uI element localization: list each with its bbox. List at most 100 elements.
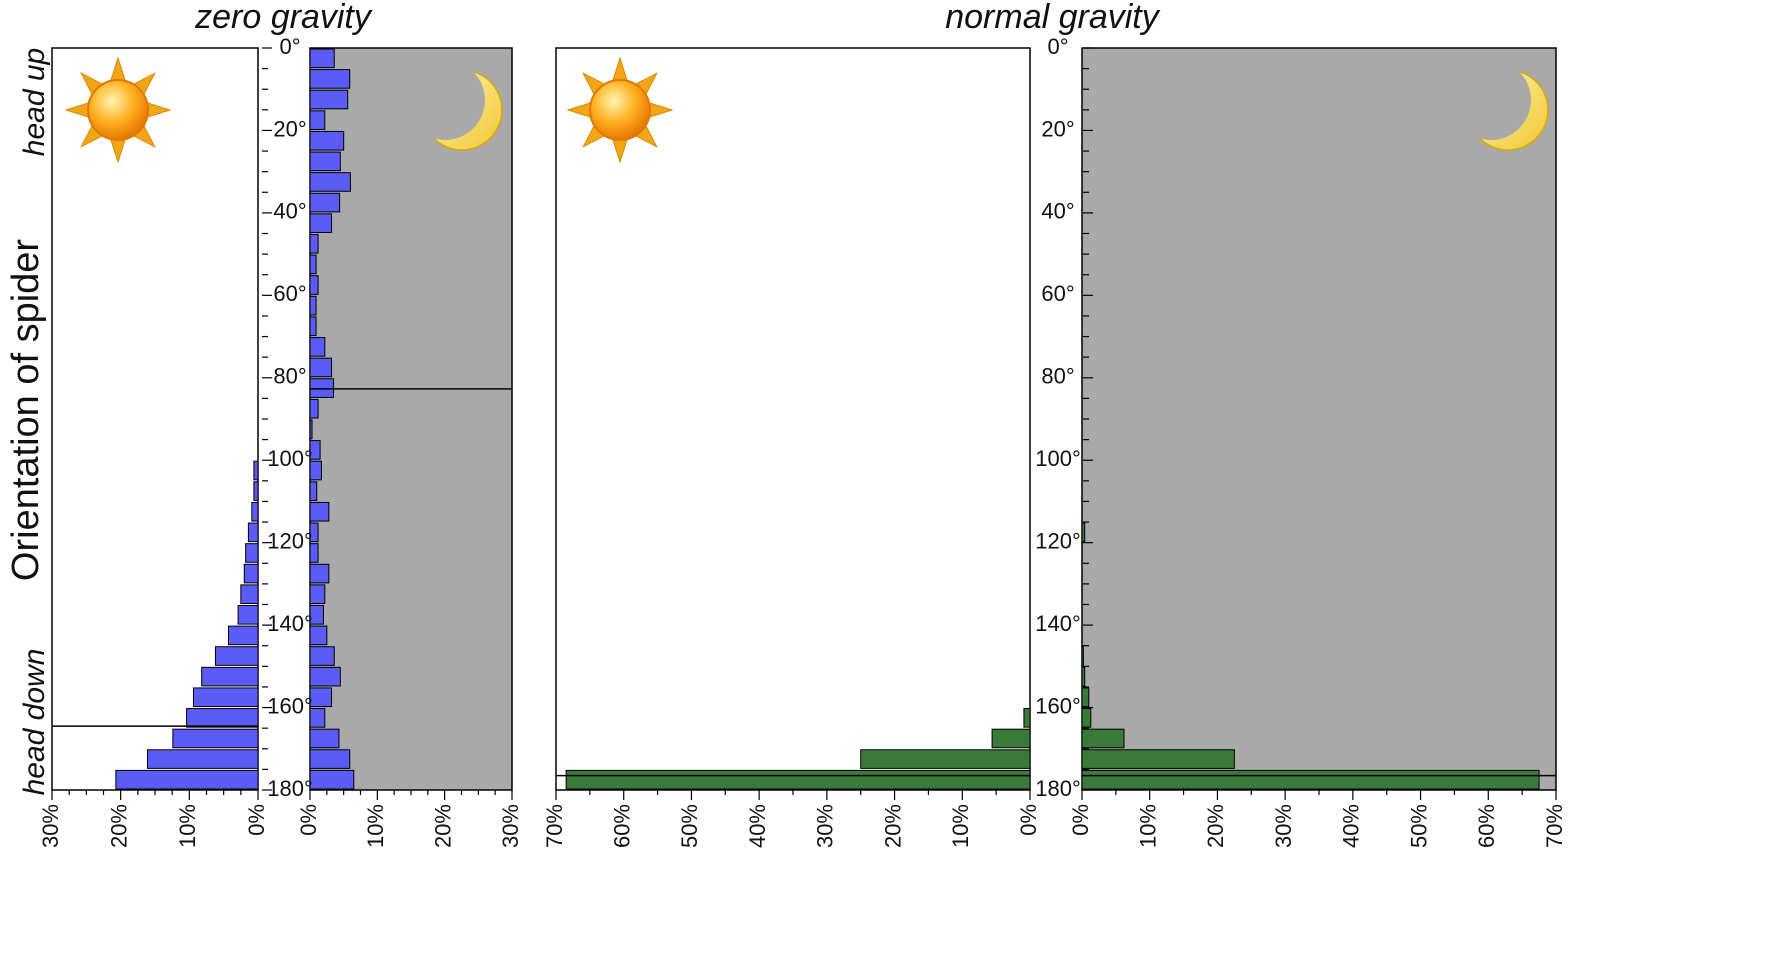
x-tick-label: 20% bbox=[430, 804, 455, 848]
y-tick-label: 0° bbox=[1047, 34, 1068, 59]
panel-background bbox=[309, 47, 513, 791]
histogram-bar bbox=[309, 440, 321, 460]
y-tick-label: 160° bbox=[267, 693, 313, 718]
x-tick-label: 30% bbox=[813, 804, 838, 848]
histogram-bar bbox=[309, 254, 317, 275]
x-tick-label: 30% bbox=[38, 804, 63, 848]
x-tick-label: 20% bbox=[1203, 804, 1228, 848]
histogram-bar bbox=[309, 625, 328, 646]
histogram-bar bbox=[214, 646, 259, 666]
histogram-bar bbox=[309, 522, 319, 543]
x-tick-label: 10% bbox=[1136, 804, 1161, 848]
histogram-bar bbox=[309, 646, 335, 666]
histogram-bar bbox=[227, 625, 259, 646]
y-tick-label: 180° bbox=[267, 776, 313, 801]
y-tick-label: 120° bbox=[267, 528, 313, 553]
panel-normal-gravity-night: 0% 10% 20% 30% 40% 50% 60% 70% bbox=[1068, 47, 1567, 848]
histogram-bar bbox=[565, 769, 1031, 790]
angle-axis-zero-gravity: 0° 20° 40° 60° 80° 100° 120° 140° 160° 180° bbox=[262, 34, 313, 801]
histogram-bar bbox=[309, 234, 319, 254]
histogram-bar bbox=[115, 769, 259, 790]
histogram-bar bbox=[309, 48, 335, 69]
sun-icon bbox=[566, 56, 674, 164]
y-tick-label: 100° bbox=[267, 446, 313, 471]
histogram-bar bbox=[172, 728, 259, 749]
histogram-bar bbox=[309, 89, 349, 110]
x-tick-label: 20% bbox=[880, 804, 905, 848]
histogram-bar bbox=[309, 337, 326, 357]
histogram-bar bbox=[240, 584, 259, 605]
histogram-bar bbox=[1081, 708, 1092, 728]
histogram-bar bbox=[309, 666, 341, 687]
x-tick-label: 10% bbox=[175, 804, 200, 848]
histogram-bar bbox=[309, 584, 326, 605]
histogram-bar bbox=[309, 213, 333, 233]
y-tick-label: 160° bbox=[1035, 693, 1081, 718]
histogram-bar bbox=[309, 69, 351, 89]
histogram-bar bbox=[309, 398, 319, 419]
y-tick-label: 140° bbox=[267, 611, 313, 636]
histogram-bar bbox=[309, 275, 319, 295]
panel-background bbox=[51, 47, 259, 791]
x-tick-label: 60% bbox=[610, 804, 635, 848]
moon-icon bbox=[421, 69, 503, 151]
y-tick-label: 0° bbox=[279, 34, 300, 59]
panel-zero-gravity-night: 0% 10% 20% 30% bbox=[296, 47, 523, 848]
histogram-bar bbox=[1081, 749, 1235, 769]
y-tick-label: 80° bbox=[1041, 364, 1074, 389]
y-tick-label: 60° bbox=[1041, 281, 1074, 306]
histogram-bar bbox=[247, 522, 259, 543]
histogram-bar bbox=[309, 110, 326, 130]
histogram-bar bbox=[309, 419, 313, 440]
histogram-bar bbox=[309, 460, 322, 481]
y-tick-label: 180° bbox=[1035, 776, 1081, 801]
histogram-bar bbox=[309, 563, 330, 584]
x-tick-label: 0% bbox=[296, 804, 321, 836]
histogram-bar bbox=[309, 501, 330, 522]
histogram-bar bbox=[192, 687, 259, 708]
histogram-bar bbox=[309, 605, 324, 625]
histogram-bar bbox=[991, 728, 1031, 749]
panel-zero-gravity-day: 30% 20% 10% 0% bbox=[38, 47, 269, 848]
histogram-bar bbox=[1081, 728, 1125, 749]
side-label-head-up: head up bbox=[18, 48, 51, 156]
histogram-bar bbox=[309, 357, 333, 378]
y-tick-label: 80° bbox=[273, 364, 306, 389]
x-tick-label: 50% bbox=[677, 804, 702, 848]
panel-background bbox=[555, 47, 1031, 791]
histogram-bar bbox=[309, 769, 355, 790]
x-tick-label: 20% bbox=[106, 804, 131, 848]
histogram-bar bbox=[309, 172, 351, 192]
x-tick-label: 30% bbox=[1271, 804, 1296, 848]
histogram-bar bbox=[309, 295, 317, 316]
y-axis-label: Orientation of spider bbox=[5, 239, 47, 582]
sun-icon bbox=[64, 56, 172, 164]
histogram-bar bbox=[309, 749, 351, 769]
x-tick-label: 70% bbox=[542, 804, 567, 848]
histogram-bar bbox=[186, 708, 259, 728]
histogram-bar bbox=[237, 605, 259, 625]
x-tick-label: 40% bbox=[745, 804, 770, 848]
x-tick-label: 40% bbox=[1339, 804, 1364, 848]
histogram-bar bbox=[309, 192, 341, 213]
histogram-bar bbox=[309, 378, 335, 398]
histogram-bar bbox=[309, 481, 318, 501]
x-tick-label: 30% bbox=[498, 804, 523, 848]
group-title-zero-gravity: zero gravity bbox=[194, 0, 373, 36]
y-tick-label: 40° bbox=[1041, 199, 1074, 224]
histogram-bar bbox=[860, 749, 1031, 769]
x-tick-label: 0% bbox=[1016, 804, 1041, 836]
histogram-bar bbox=[309, 543, 319, 563]
histogram-bar bbox=[309, 687, 333, 708]
panel-background bbox=[1081, 47, 1557, 791]
histogram-bar bbox=[1081, 687, 1090, 708]
y-tick-label: 20° bbox=[273, 116, 306, 141]
histogram-bar bbox=[243, 563, 259, 584]
histogram-bar bbox=[146, 749, 259, 769]
x-tick-label: 10% bbox=[948, 804, 973, 848]
x-tick-label: 0% bbox=[244, 804, 269, 836]
y-tick-label: 60° bbox=[273, 281, 306, 306]
x-tick-label: 50% bbox=[1406, 804, 1431, 848]
y-tick-label: 140° bbox=[1035, 611, 1081, 636]
